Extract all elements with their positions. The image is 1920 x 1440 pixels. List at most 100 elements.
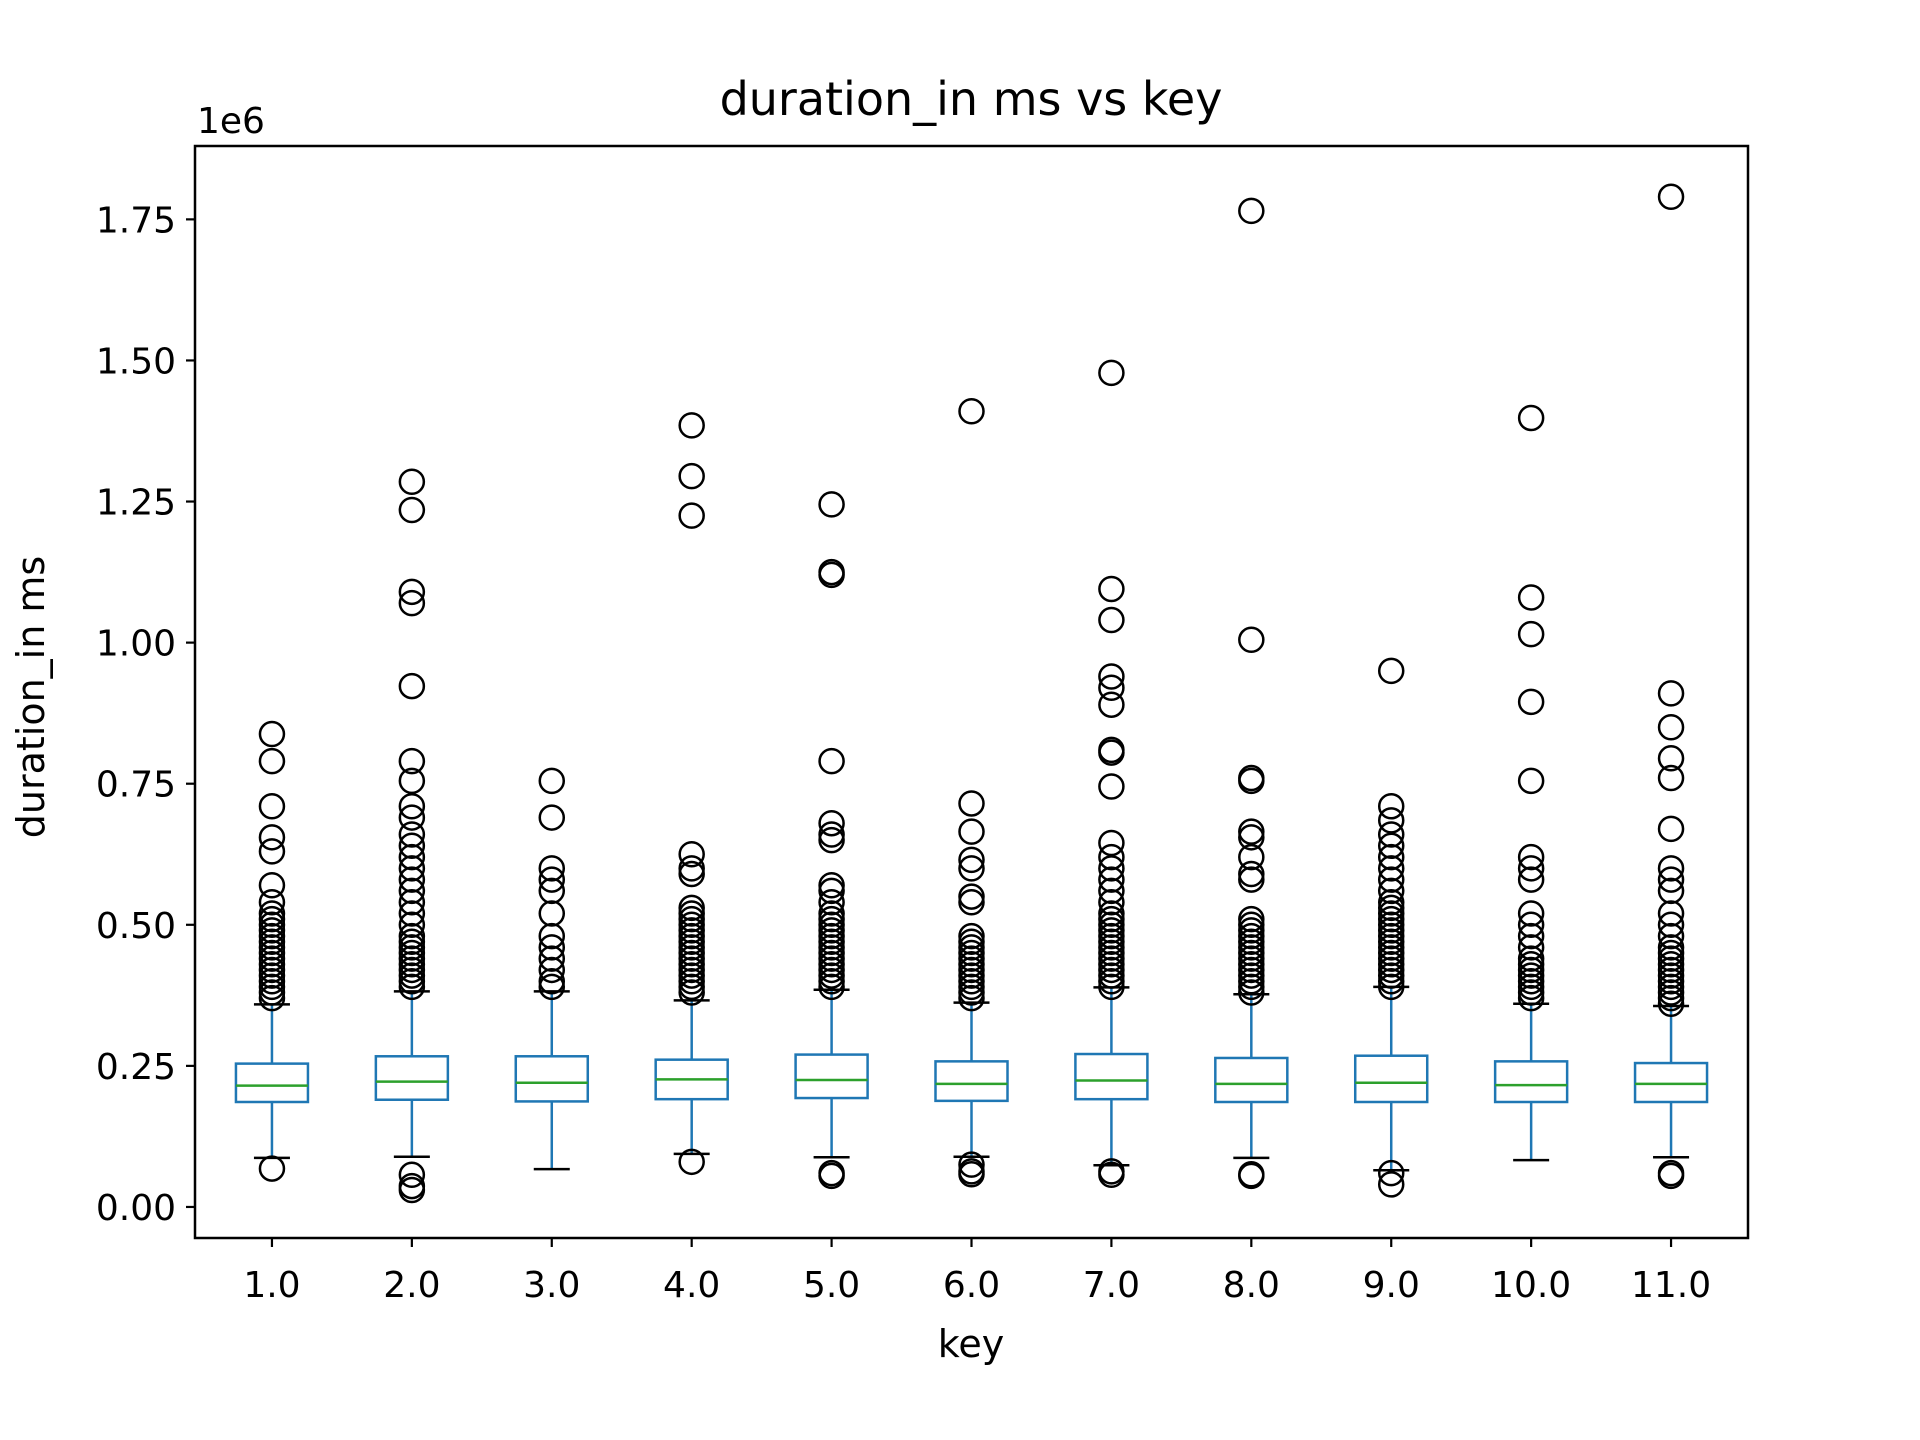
flier-point bbox=[958, 790, 985, 817]
flier-point bbox=[258, 951, 286, 978]
flier-point bbox=[258, 922, 286, 950]
box-group-2.0 bbox=[374, 468, 450, 1204]
iqr-box bbox=[934, 1060, 1009, 1103]
flier-point bbox=[258, 984, 286, 1012]
box-group-11.0 bbox=[1633, 183, 1709, 1190]
flier-point bbox=[1098, 956, 1125, 984]
flier-point bbox=[818, 911, 845, 939]
flier-point bbox=[538, 877, 566, 905]
flier-point bbox=[398, 821, 426, 848]
flier-point bbox=[818, 928, 845, 955]
box-group-5.0 bbox=[794, 491, 869, 1190]
flier-point bbox=[1657, 183, 1685, 211]
flier-point bbox=[1238, 824, 1265, 851]
flier-point bbox=[398, 945, 426, 972]
flier-point bbox=[1098, 663, 1125, 690]
flier-point bbox=[1657, 956, 1685, 984]
flier-point bbox=[958, 883, 985, 910]
flier-point bbox=[1517, 688, 1545, 716]
flier-point bbox=[398, 1172, 426, 1200]
flier-point bbox=[818, 747, 845, 775]
flier-point bbox=[1517, 584, 1545, 611]
flier-point bbox=[958, 934, 985, 961]
flier-point bbox=[398, 793, 426, 820]
plot-area bbox=[234, 183, 1709, 1204]
flier-point bbox=[398, 951, 426, 978]
flier-point bbox=[538, 973, 566, 1001]
box-group-9.0 bbox=[1353, 657, 1429, 1198]
x-tick-label: 2.0 bbox=[383, 1265, 440, 1306]
flier-point bbox=[678, 905, 705, 933]
flier-point bbox=[1517, 945, 1545, 972]
flier-point bbox=[1377, 905, 1405, 933]
flier-point bbox=[1098, 911, 1125, 939]
flier-point bbox=[1238, 956, 1265, 984]
flier-point bbox=[958, 939, 985, 967]
flier-point bbox=[1377, 951, 1405, 978]
flier-point bbox=[958, 1158, 985, 1185]
iqr-box bbox=[514, 1055, 590, 1103]
flier-point bbox=[958, 945, 985, 972]
flier-point bbox=[958, 962, 985, 989]
flier-point bbox=[1098, 829, 1125, 857]
flier-point bbox=[1238, 866, 1265, 893]
flier-point bbox=[1098, 575, 1125, 603]
box-group-8.0 bbox=[1214, 197, 1289, 1190]
y-tick-label: 1.25 bbox=[96, 483, 176, 524]
flier-point bbox=[1377, 934, 1405, 961]
flier-point bbox=[1517, 404, 1545, 432]
flier-point bbox=[258, 838, 286, 865]
iqr-box bbox=[1353, 1054, 1429, 1104]
flier-point bbox=[1238, 928, 1265, 955]
flier-point bbox=[1517, 973, 1545, 1001]
flier-point bbox=[1657, 764, 1685, 792]
flier-point bbox=[258, 956, 286, 984]
flier-point bbox=[1377, 911, 1405, 939]
x-tick-label: 1.0 bbox=[243, 1265, 300, 1306]
flier-point bbox=[538, 900, 566, 927]
flier-point bbox=[1238, 973, 1265, 1001]
y-tick-label: 0.75 bbox=[96, 765, 176, 806]
flier-point bbox=[398, 767, 426, 795]
flier-point bbox=[818, 962, 845, 989]
flier-point bbox=[398, 832, 426, 860]
flier-point bbox=[958, 855, 985, 882]
flier-point bbox=[1098, 1158, 1125, 1185]
flier-point bbox=[538, 866, 566, 893]
flier-point bbox=[1377, 945, 1405, 972]
flier-point bbox=[258, 747, 286, 775]
flier-point bbox=[398, 934, 426, 961]
flier-point bbox=[958, 956, 985, 984]
flier-point bbox=[1377, 855, 1405, 882]
flier-point bbox=[818, 809, 845, 837]
flier-point bbox=[1098, 905, 1125, 933]
y-tick-label: 1.50 bbox=[96, 341, 176, 382]
flier-point bbox=[398, 496, 426, 524]
flier-point bbox=[1238, 979, 1265, 1006]
flier-point bbox=[1377, 1171, 1405, 1198]
flier-point bbox=[1098, 606, 1125, 634]
iqr-box bbox=[234, 1062, 310, 1104]
flier-point bbox=[1098, 922, 1125, 950]
flier-point bbox=[1377, 832, 1405, 860]
x-tick-label: 5.0 bbox=[803, 1265, 860, 1306]
flier-point bbox=[398, 747, 426, 775]
flier-point bbox=[398, 928, 426, 955]
flier-point bbox=[678, 900, 705, 927]
x-tick-label: 8.0 bbox=[1223, 1265, 1280, 1306]
flier-point bbox=[538, 945, 566, 972]
flier-point bbox=[398, 900, 426, 927]
flier-point bbox=[1377, 917, 1405, 944]
flier-point bbox=[1238, 939, 1265, 967]
flier-point bbox=[818, 905, 845, 933]
flier-point bbox=[258, 934, 286, 961]
flier-point bbox=[258, 917, 286, 944]
flier-point bbox=[958, 846, 985, 874]
flier-point bbox=[1098, 939, 1125, 967]
flier-point bbox=[818, 872, 845, 899]
flier-point bbox=[1238, 967, 1265, 995]
flier-point bbox=[398, 804, 426, 831]
iqr-box bbox=[374, 1055, 450, 1101]
flier-point bbox=[818, 917, 845, 944]
